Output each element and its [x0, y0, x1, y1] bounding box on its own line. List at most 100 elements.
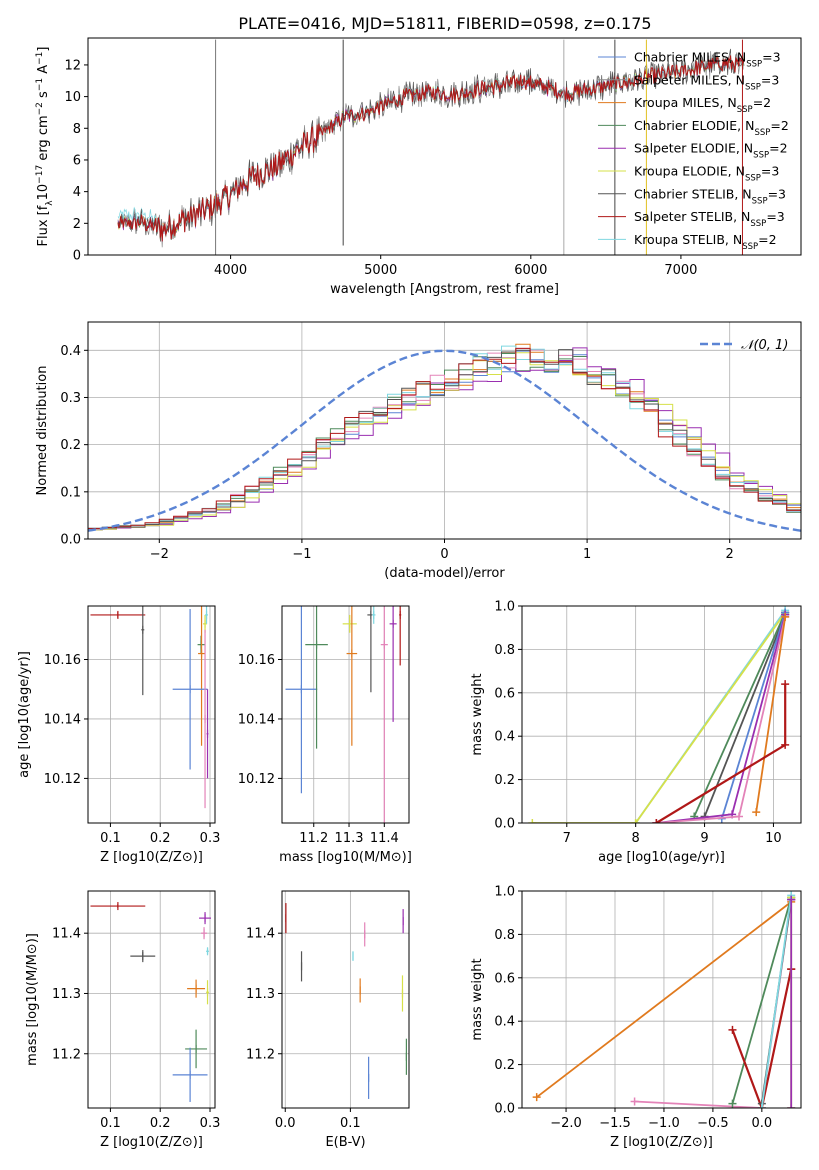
weight-line — [655, 684, 787, 823]
y-axis-label-part: s — [36, 91, 51, 102]
plot-area — [532, 891, 796, 1108]
weight-marker — [728, 1025, 737, 1034]
x-tick-label: 2 — [726, 547, 734, 562]
legend-name: Chabrier STELIB, N — [634, 186, 752, 201]
x-axis-label: Z [log10(Z/Z⊙)] — [610, 1135, 713, 1150]
y-axis-label: age [log10(age/yr)] — [17, 651, 32, 778]
y-tick-label: 11.2 — [246, 1047, 275, 1062]
legend-name: Chabrier MILES, N — [634, 50, 746, 65]
x-tick-label: 0.2 — [150, 831, 171, 846]
weight-marker — [752, 808, 761, 817]
x-axis-label: E(B-V) — [325, 1135, 365, 1150]
weight-line — [693, 612, 787, 817]
y-tick-label: 11.2 — [52, 1047, 81, 1062]
ebv-vs-mass-panel: 0.0 0.1 11.2 11.3 11.4 E(B-V) — [246, 890, 410, 1150]
weight-line — [656, 616, 787, 823]
y-tick-label: 1.0 — [494, 885, 515, 900]
legend-name: Salpeter MILES, N — [634, 72, 745, 87]
legend-name: Kroupa ELODIE, N — [634, 164, 745, 179]
x-axis-label: Z [log10(Z/Z⊙)] — [100, 850, 203, 865]
legend-name: Salpeter ELODIE, N — [634, 141, 753, 156]
y-tick-label: 0.2 — [60, 438, 81, 453]
x-tick-label: 7000 — [664, 263, 697, 278]
weight-marker — [528, 819, 537, 823]
plot-area — [285, 903, 407, 1099]
y-axis-label-part: −1 — [35, 52, 45, 65]
y-tick-label: 4 — [73, 185, 81, 200]
weight-line — [656, 614, 787, 823]
y-axis-label-part: ] — [36, 47, 51, 52]
z-vs-mass-weight-panel: −2.0 −1.5 −1.0 −0.5 0.0 0.0 0.2 0.4 0.6 0.8 1.0 Z [… — [470, 885, 802, 1150]
y-tick-label: 0.2 — [494, 773, 515, 788]
y-axis-label: Normed distribution — [35, 366, 50, 496]
y-tick-label: 10.14 — [44, 712, 81, 727]
y-axis-label-part: −2 — [35, 102, 45, 115]
x-axis-label: wavelength [Angstrom, rest frame] — [330, 282, 559, 297]
weight-marker — [781, 740, 790, 749]
y-tick-label: 10.12 — [44, 772, 81, 787]
legend-n: =3 — [761, 72, 779, 87]
y-axis-label-part: λ — [45, 200, 55, 206]
y-tick-label: 11.4 — [52, 927, 81, 942]
weight-marker — [631, 819, 640, 823]
y-tick-label: 10.12 — [238, 772, 275, 787]
plot-area — [285, 606, 402, 823]
legend-sub: SSP — [754, 128, 770, 138]
weight-line — [755, 616, 787, 813]
x-tick-label: 7 — [563, 831, 571, 846]
axes-frame — [281, 890, 410, 1109]
weight-marker — [787, 1104, 796, 1108]
axes-frame — [87, 890, 216, 1109]
histogram-step — [88, 349, 801, 529]
weight-marker — [781, 680, 790, 689]
x-tick-label: 0.1 — [100, 1116, 121, 1131]
y-axis-label-part: A — [36, 65, 51, 78]
legend-entry: Chabrier MILES, NSSP=3 — [634, 50, 781, 70]
legend-entry: Chabrier STELIB, NSSP=3 — [634, 186, 786, 206]
legend-n: =2 — [758, 232, 776, 247]
x-tick-label: 10 — [765, 831, 782, 846]
legend-name: Salpeter STELIB, N — [634, 209, 750, 224]
plot-area — [90, 902, 212, 1102]
legend-sub: SSP — [745, 82, 761, 92]
y-axis-label: mass weight — [470, 673, 485, 755]
x-axis-label: mass [log10(M/M⊙)] — [279, 850, 412, 865]
weight-line — [731, 897, 793, 1104]
x-tick-label: 8 — [632, 831, 640, 846]
y-tick-label: 0.2 — [494, 1058, 515, 1073]
z-vs-mass-panel: 0.1 0.2 0.3 11.2 11.3 11.4 Z [log10(Z/Z⊙)] mass… — [25, 890, 220, 1150]
weight-marker — [781, 612, 790, 621]
y-tick-label: 0.0 — [494, 1102, 515, 1117]
x-tick-label: 11.2 — [299, 831, 328, 846]
y-tick-label: 0.4 — [60, 344, 81, 359]
y-tick-label: 0.4 — [494, 730, 515, 745]
axes-frame — [521, 890, 802, 1109]
figure-title: PLATE=0416, MJD=51811, FIBERID=0598, z=0… — [238, 14, 651, 33]
weight-line — [532, 611, 786, 823]
x-tick-label: −2.0 — [550, 1116, 582, 1131]
weight-marker — [652, 819, 661, 823]
legend-n: =3 — [762, 50, 780, 65]
y-tick-label: 0.3 — [60, 391, 81, 406]
y-tick-label: 0.6 — [494, 686, 515, 701]
plot-area — [88, 343, 801, 532]
residual-histogram-panel: −2 −1 0 1 2 0.0 0.1 0.2 0.3 0.4 (data-model)/error… — [35, 321, 802, 581]
age-vs-mass-weight-panel: 7 8 9 10 0.0 0.2 0.4 0.6 0.8 1.0 age [log10(age/yr… — [470, 600, 802, 865]
weight-marker — [630, 1097, 639, 1106]
y-tick-label: 11.3 — [246, 987, 275, 1002]
legend-entry: Kroupa MILES, NSSP=2 — [634, 95, 771, 115]
y-tick-label: 0.4 — [494, 1015, 515, 1030]
legend-entry: Kroupa ELODIE, NSSP=3 — [634, 164, 779, 184]
x-tick-label: 9 — [700, 831, 708, 846]
legend-n: =3 — [768, 186, 786, 201]
y-axis-label-part: −17 — [35, 165, 45, 184]
y-axis-label: mass weight — [470, 958, 485, 1040]
legend-sub: SSP — [750, 219, 766, 229]
spectrum-salpeter-stelib — [117, 55, 745, 242]
weight-marker — [757, 1104, 766, 1108]
x-tick-label: −0.5 — [697, 1116, 729, 1131]
legend-n: =2 — [770, 118, 788, 133]
y-tick-label: 11.3 — [52, 987, 81, 1002]
weight-marker — [728, 1099, 737, 1108]
